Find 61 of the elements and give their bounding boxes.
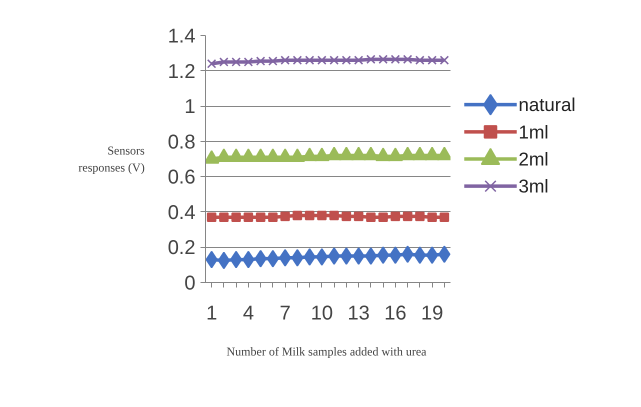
x-tick-label: 19 [421, 302, 444, 324]
point [206, 59, 216, 68]
point [390, 212, 400, 222]
legend-label: 2ml [518, 148, 549, 170]
y-tick-label: 0.8 [168, 131, 196, 154]
point [402, 212, 412, 222]
point [268, 56, 278, 66]
x-axis-title: Number of Milk samples added with urea [226, 344, 428, 358]
y-tick-label: 0 [184, 272, 196, 294]
x-tick-label: 1 [206, 302, 218, 324]
point [440, 56, 450, 65]
point [354, 212, 364, 222]
point [378, 54, 388, 64]
point [292, 56, 302, 65]
point [231, 212, 241, 222]
y-tick-label: 1.2 [168, 60, 196, 83]
point [304, 210, 314, 220]
point [415, 212, 425, 222]
point [354, 56, 364, 65]
y-axis-title: Sensors responses (V) [78, 144, 146, 174]
point [317, 56, 327, 65]
point [280, 212, 290, 222]
x-tick-label: 4 [242, 302, 254, 324]
point [317, 210, 327, 220]
point [378, 212, 388, 222]
point [219, 212, 229, 222]
point [366, 212, 376, 222]
point [219, 57, 229, 67]
point [304, 56, 314, 65]
legend-label: 3ml [518, 176, 549, 197]
x-tick-label: 7 [280, 302, 291, 324]
y-tick-label: 0.4 [168, 202, 196, 224]
point [256, 212, 266, 222]
point [256, 56, 266, 66]
point [268, 212, 278, 222]
point [329, 56, 339, 65]
point [440, 212, 450, 222]
point [231, 57, 241, 67]
x-tick-label: 13 [348, 302, 370, 324]
point [390, 54, 400, 64]
x-tick-label: 10 [310, 302, 333, 324]
x-tick-label: 16 [384, 302, 406, 324]
legend-label: 1ml [518, 121, 549, 142]
point [206, 212, 216, 222]
point [244, 57, 254, 67]
point [280, 56, 290, 65]
point [342, 212, 352, 222]
y-tick-label: 0.6 [168, 166, 196, 189]
point [366, 54, 376, 64]
point [427, 56, 437, 65]
point [342, 56, 352, 65]
point [402, 54, 412, 64]
point [244, 212, 254, 222]
legend-label: natural [518, 94, 576, 116]
point [415, 56, 425, 65]
y-tick-label: 1.4 [168, 26, 196, 48]
point [292, 210, 302, 220]
point [427, 212, 437, 222]
y-tick-label: 0.2 [168, 237, 196, 260]
y-tick-label: 1 [184, 96, 196, 118]
point [329, 210, 339, 220]
